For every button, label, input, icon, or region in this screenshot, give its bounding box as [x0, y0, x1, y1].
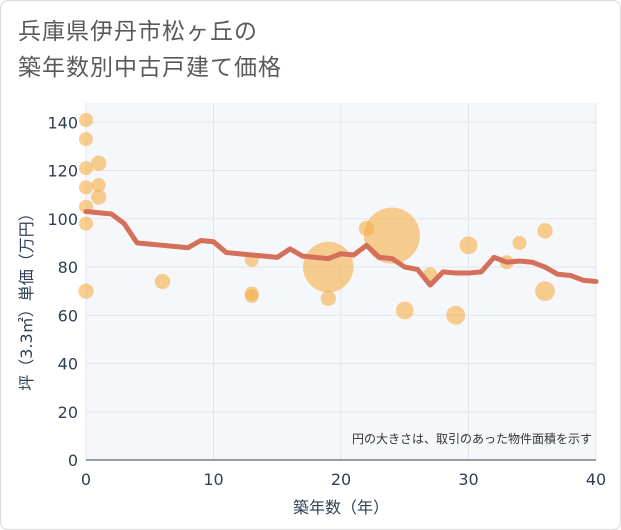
data-point	[79, 216, 93, 231]
chart-title-line2: 築年数別中古戸建て価格	[18, 55, 282, 81]
y-tick-label: 140	[47, 113, 78, 132]
trend-line	[83, 209, 599, 288]
y-tick-label: 120	[47, 162, 78, 181]
x-tick-label: 30	[458, 470, 478, 489]
y-axis-label: 坪（3.3㎡）単価（万円）	[17, 205, 36, 390]
data-point	[244, 288, 259, 303]
y-tick-label: 20	[58, 403, 78, 422]
data-point	[154, 273, 171, 290]
y-tick-label: 60	[58, 306, 78, 325]
data-point	[512, 235, 527, 250]
y-tick-labels: 0 20 40 60 80 100 120 140	[47, 113, 78, 470]
y-tick-label: 0	[68, 451, 78, 470]
data-point	[395, 301, 414, 320]
data-point	[79, 180, 93, 195]
x-tick-labels: 0 10 20 30 40	[81, 470, 606, 489]
data-point	[91, 189, 107, 205]
data-point	[79, 132, 93, 147]
x-axis-label: 築年数（年）	[293, 498, 389, 517]
chart-title: 兵庫県伊丹市松ヶ丘の 築年数別中古戸建て価格	[18, 14, 282, 86]
x-tick-label: 0	[81, 470, 91, 489]
size-note: 円の大きさは、取引のあった物件面積を示す	[352, 431, 592, 446]
x-tick-label: 10	[203, 470, 223, 489]
y-tick-label: 40	[58, 355, 78, 374]
data-point	[303, 241, 354, 293]
data-point	[91, 155, 107, 171]
data-point	[79, 161, 93, 176]
data-point	[320, 290, 336, 307]
y-tick-label: 100	[47, 210, 78, 229]
data-point	[459, 236, 478, 255]
x-tick-label: 40	[586, 470, 606, 489]
data-point	[535, 281, 555, 302]
x-tick-label: 20	[331, 470, 351, 489]
chart-title-line1: 兵庫県伊丹市松ヶ丘の	[18, 19, 258, 45]
y-tick-label: 80	[58, 258, 78, 277]
data-point	[364, 207, 420, 264]
data-point	[79, 112, 93, 127]
data-point	[78, 283, 94, 299]
data-point	[446, 305, 466, 325]
data-point	[537, 223, 553, 239]
data-point	[91, 178, 106, 193]
